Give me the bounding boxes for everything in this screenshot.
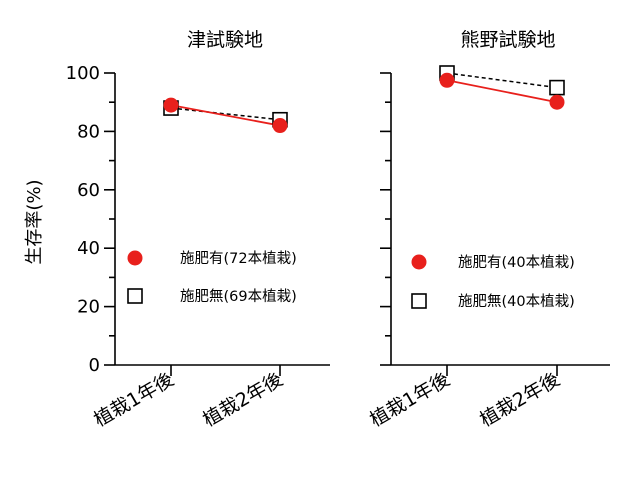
x-tick-label: 植栽2年後 bbox=[199, 368, 286, 431]
legend-label-fertilized: 施肥有(40本植栽) bbox=[458, 254, 575, 271]
panel-title: 熊野試験地 bbox=[460, 29, 555, 51]
y-tick-label: 80 bbox=[77, 121, 100, 142]
point-fertilized bbox=[272, 118, 288, 134]
series-line-unfertilized bbox=[170, 107, 281, 121]
legend-label-unfertilized: 施肥無(69本植栽) bbox=[180, 288, 297, 305]
x-tick-label: 植栽1年後 bbox=[90, 368, 177, 431]
legend-marker-fertilized bbox=[411, 254, 427, 270]
x-tick-label: 植栽2年後 bbox=[476, 368, 563, 431]
series-line-fertilized bbox=[170, 104, 281, 127]
panel-title: 津試験地 bbox=[187, 29, 263, 51]
y-tick-label: 0 bbox=[89, 355, 100, 376]
y-tick-label: 100 bbox=[66, 63, 100, 84]
legend-marker-unfertilized bbox=[411, 293, 427, 309]
y-tick-label: 20 bbox=[77, 297, 100, 318]
legend-marker-unfertilized bbox=[127, 288, 143, 304]
point-unfertilized bbox=[549, 79, 565, 96]
series-line-unfertilized bbox=[446, 72, 558, 89]
x-tick-label: 植栽1年後 bbox=[366, 368, 453, 431]
point-fertilized bbox=[549, 94, 565, 110]
series-line-fertilized bbox=[446, 79, 558, 104]
panel-1: 津試験地 0 20 40 60 80 100 植栽1年後 植栽2年後 施肥有(72本植栽) 施肥無(… bbox=[66, 29, 330, 431]
y-axis-label: 生存率(%) bbox=[24, 179, 45, 264]
legend-marker-fertilized bbox=[127, 250, 143, 266]
point-fertilized bbox=[163, 97, 179, 113]
y-tick-label: 40 bbox=[77, 238, 100, 259]
y-tick-label: 60 bbox=[77, 180, 100, 201]
legend-label-unfertilized: 施肥無(40本植栽) bbox=[458, 293, 575, 310]
legend-label-fertilized: 施肥有(72本植栽) bbox=[180, 250, 297, 267]
point-fertilized bbox=[439, 72, 455, 88]
